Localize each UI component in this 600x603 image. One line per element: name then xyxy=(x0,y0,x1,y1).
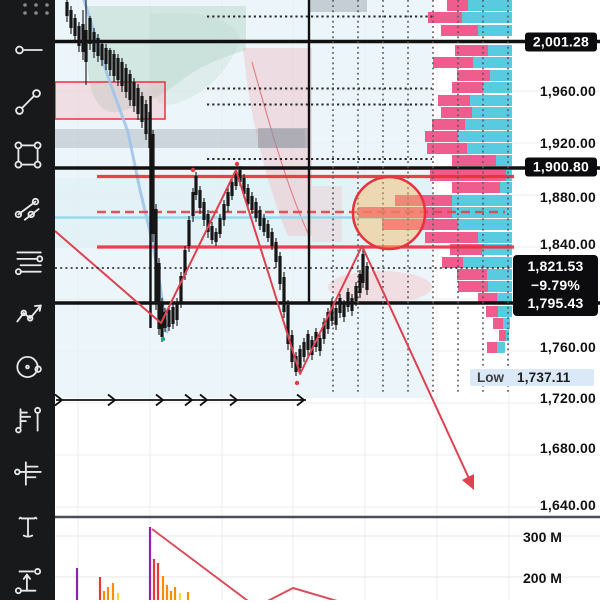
marker-dots xyxy=(160,161,300,386)
drag-handle-dots-icon[interactable] xyxy=(20,1,52,17)
tool-horizontal-levels-button[interactable] xyxy=(0,238,55,284)
tool-horizontal-ray-button[interactable] xyxy=(0,27,55,73)
level-lines xyxy=(55,15,600,305)
price-range-icon xyxy=(14,567,41,595)
rectangle-icon xyxy=(14,141,41,169)
red-zigzag-pattern xyxy=(54,169,474,490)
parallel-channel-icon xyxy=(14,197,40,221)
drawing-toolbar xyxy=(0,0,55,600)
horizontal-levels-icon xyxy=(14,251,43,276)
volume-profile-icon xyxy=(13,461,42,486)
volume-bars xyxy=(75,527,338,600)
tool-ellipse-button[interactable] xyxy=(0,344,55,390)
ellipse-icon xyxy=(15,355,42,379)
tool-rectangle-button[interactable] xyxy=(0,132,55,178)
tool-zigzag-arrow-button[interactable] xyxy=(0,291,55,337)
candlestick-series xyxy=(65,0,369,376)
zigzag-arrow-icon xyxy=(15,304,42,323)
tool-pattern-pin-button[interactable] xyxy=(0,397,55,443)
trend-line-icon xyxy=(14,89,41,115)
text-icon xyxy=(18,516,37,538)
tool-text-button[interactable] xyxy=(0,504,55,550)
red-rectangle-drawing xyxy=(54,81,166,120)
circle-annotation xyxy=(351,175,427,251)
tool-parallel-channel-button[interactable] xyxy=(0,185,55,231)
tool-price-range-button[interactable] xyxy=(0,557,55,603)
horizontal-arrow-line xyxy=(54,393,306,407)
pattern-pin-icon xyxy=(14,406,41,434)
horizontal-ray-icon xyxy=(14,45,43,55)
gray-bands xyxy=(55,0,367,148)
tool-trend-line-button[interactable] xyxy=(0,79,55,125)
tool-volume-profile-button[interactable] xyxy=(0,450,55,496)
